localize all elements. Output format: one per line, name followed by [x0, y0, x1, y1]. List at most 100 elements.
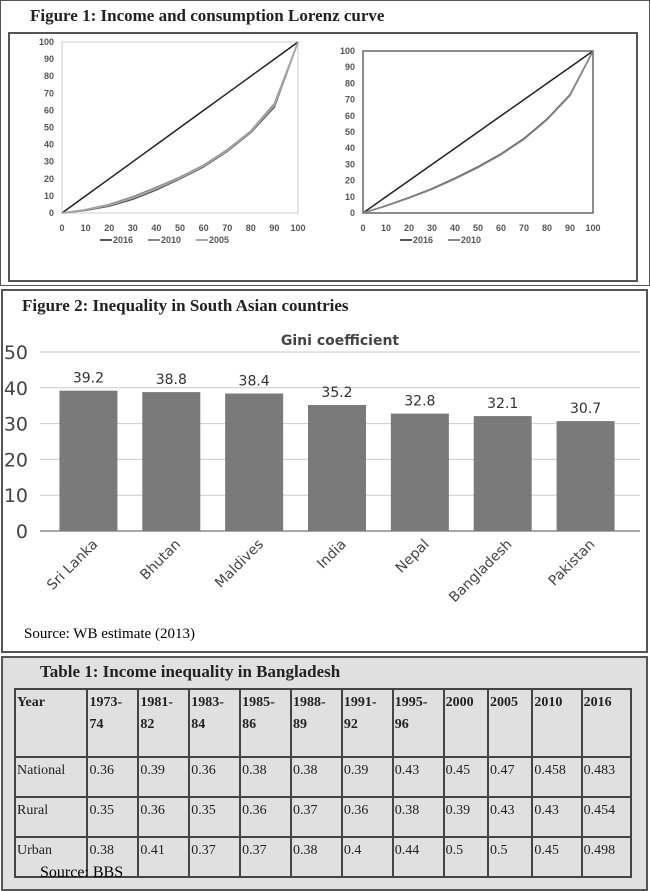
x-tick-label: 100: [290, 223, 305, 233]
table-cell: 0.35: [86, 796, 140, 838]
bar-value-label: 32.1: [487, 396, 518, 412]
table-header-cell: 1983- 84: [188, 688, 242, 758]
legend-label: 2016: [413, 235, 433, 245]
bar-value-label: 30.7: [570, 401, 601, 417]
y-tick-label: 80: [44, 71, 54, 81]
table-cell: 0.458: [531, 756, 583, 798]
x-tick-label: 70: [222, 223, 232, 233]
x-tick-label: 60: [199, 223, 209, 233]
chart-title: Gini coefficient: [281, 333, 400, 349]
x-tick-label: 90: [565, 223, 575, 233]
table-cell: 0.43: [531, 796, 583, 838]
table-header-cell: 1981- 82: [137, 688, 191, 758]
x-tick-label: 0: [360, 223, 365, 233]
y-tick-label: 20: [345, 176, 355, 186]
table-cell: 0.38: [289, 756, 343, 798]
table-cell: 0.38: [239, 756, 292, 798]
table-cell: 0.36: [86, 756, 140, 798]
table-cell: 0.43: [486, 796, 534, 838]
table-cell: National: [13, 756, 89, 798]
table-cell: 0.36: [239, 796, 292, 838]
table-cell: 0.45: [442, 756, 489, 798]
table-cell: 0.37: [239, 836, 292, 878]
y-tick-label: 70: [345, 95, 355, 105]
bar: [308, 404, 366, 531]
bar-value-label: 38.8: [156, 372, 187, 388]
table-cell: 0.4: [340, 836, 394, 878]
y-tick-label: 30: [44, 157, 54, 167]
bar: [556, 421, 615, 531]
plot-frame: [362, 50, 594, 214]
x-tick-label: 0: [59, 223, 64, 233]
figure1-charts: 0 10 20 30 40 50 60 70 80 90 100 0 10 20 30 40 50 60 70 80 9…: [39, 37, 601, 245]
table-row: Urban 0.38 0.41 0.37 0.37 0.38 0.4 0.44 0.5 0.5 0.…: [13, 836, 633, 878]
table-cell: 0.41: [137, 836, 191, 878]
x-tick-label: 60: [496, 223, 506, 233]
x-category-label: India: [314, 537, 350, 573]
y-tick-label: 30: [4, 414, 28, 436]
bar: [59, 390, 118, 531]
y-tick-label: 80: [345, 78, 355, 88]
table-row: Rural 0.35 0.36 0.35 0.36 0.37 0.36 0.38 0.39 0.4…: [13, 796, 633, 838]
x-tick-label: 40: [450, 223, 460, 233]
y-tick-label: 50: [345, 127, 355, 137]
legend-label: 2005: [209, 235, 229, 245]
legend-label: 2010: [461, 235, 481, 245]
table-cell: 0.39: [442, 796, 489, 838]
y-tick-label: 0: [350, 208, 355, 218]
table-cell: 0.38: [86, 836, 140, 878]
table-header-cell: 1973- 74: [86, 688, 140, 758]
table-cell: 0.498: [580, 836, 633, 878]
table-cell: Urban: [13, 836, 89, 878]
bar-value-label: 38.4: [239, 374, 270, 390]
table-cell: 0.37: [289, 796, 343, 838]
y-tick-label: 70: [44, 88, 54, 98]
table-cell: 0.45: [531, 836, 583, 878]
bar: [142, 392, 201, 531]
y-tick-label: 0: [49, 208, 54, 218]
table-cell: 0.483: [580, 756, 633, 798]
x-tick-label: 80: [246, 223, 256, 233]
table-cell: 0.44: [391, 836, 445, 878]
legend-label: 2010: [161, 235, 181, 245]
figure2-source: Source: WB estimate (2013): [24, 626, 195, 642]
y-tick-label: 100: [39, 37, 54, 47]
series-line-2005: [61, 41, 299, 214]
y-tick-label: 100: [340, 46, 355, 56]
table-cell: 0.454: [580, 796, 633, 838]
table-header-cell: 2000: [442, 688, 489, 758]
table-row: National 0.36 0.39 0.36 0.38 0.38 0.39 0.43 0.45…: [13, 756, 633, 798]
y-tick-label: 10: [345, 192, 355, 202]
y-tick-label: 10: [44, 191, 54, 201]
bar-value-label: 39.2: [73, 371, 104, 387]
y-tick-label: 90: [345, 62, 355, 72]
y-tick-label: 30: [345, 159, 355, 169]
y-tick-label: 20: [4, 449, 28, 471]
x-tick-label: 90: [269, 223, 279, 233]
y-tick-label: 90: [44, 54, 54, 64]
income-inequality-table: Year 1973- 74 1981- 82 1983- 84 1985- 86 1988…: [13, 688, 633, 878]
series-line-2010: [362, 50, 594, 214]
plot-frame: [61, 41, 299, 214]
bar-value-label: 35.2: [321, 385, 352, 401]
x-tick-label: 50: [473, 223, 483, 233]
table-cell: 0.39: [137, 756, 191, 798]
figure1-title: Figure 1: Income and consumption Lorenz …: [30, 6, 385, 25]
y-tick-label: 10: [4, 485, 28, 507]
table-header-cell: Year: [13, 688, 89, 758]
table-header-cell: 2005: [486, 688, 534, 758]
y-tick-label: 40: [4, 378, 28, 400]
figure2-box: [1, 289, 648, 653]
y-tick-label: 0: [16, 521, 28, 543]
y-tick-label: 40: [44, 140, 54, 150]
figure2-chart: Gini coefficient 0 10 20 30 40 50 39.2 Sri Lanka…: [4, 333, 640, 606]
x-tick-label: 20: [104, 223, 114, 233]
table-cell: 0.37: [188, 836, 242, 878]
x-category-label: Nepal: [393, 537, 433, 577]
table1-source: Source: BBS: [40, 864, 124, 881]
table-header-cell: 2010: [531, 688, 583, 758]
table-cell: 0.39: [340, 756, 394, 798]
table-cell: 0.5: [442, 836, 489, 878]
y-tick-label: 50: [44, 123, 54, 133]
table-header-cell: 2016: [580, 688, 633, 758]
